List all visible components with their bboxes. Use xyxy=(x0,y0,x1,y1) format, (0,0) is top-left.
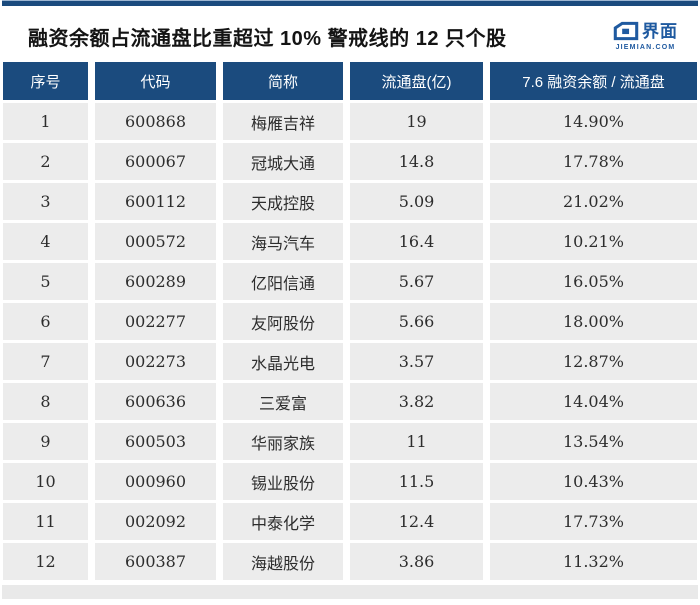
page-header: 融资余额占流通盘比重超过 10% 警戒线的 12 只个股 界面 JIEMIAN.… xyxy=(0,6,700,62)
column-header-seq: 序号 xyxy=(3,62,88,100)
table-cell-float-shares: 11.5 xyxy=(350,463,483,500)
page-title: 融资余额占流通盘比重超过 10% 警戒线的 12 只个股 xyxy=(28,27,507,50)
column-header-float-shares: 流通盘(亿) xyxy=(350,62,483,100)
table-cell-seq: 4 xyxy=(3,223,88,260)
table-cell-ratio: 14.90% xyxy=(490,103,697,140)
top-accent-bar xyxy=(2,0,698,6)
table-cell-ratio: 21.02% xyxy=(490,183,697,220)
table-cell-seq: 11 xyxy=(3,503,88,540)
table-cell-name: 海马汽车 xyxy=(223,223,343,260)
table-cell-float-shares: 19 xyxy=(350,103,483,140)
table-cell-code: 000960 xyxy=(95,463,216,500)
table-cell-ratio: 10.43% xyxy=(490,463,697,500)
logo-row: 界面 xyxy=(613,21,678,41)
table-cell-seq: 10 xyxy=(3,463,88,500)
table-cell-float-shares: 12.4 xyxy=(350,503,483,540)
table-cell-ratio: 12.87% xyxy=(490,343,697,380)
column-header-ratio: 7.6 融资余额 / 流通盘 xyxy=(490,62,697,100)
table-cell-ratio: 17.78% xyxy=(490,143,697,180)
table-cell-float-shares: 11 xyxy=(350,423,483,460)
table-cell-seq: 6 xyxy=(3,303,88,340)
table-cell-seq: 2 xyxy=(3,143,88,180)
table-cell-seq: 7 xyxy=(3,343,88,380)
table-cell-name: 中泰化学 xyxy=(223,503,343,540)
stocks-table: 序号 代码 简称 流通盘(亿) 7.6 融资余额 / 流通盘 1 600868 梅雁吉祥 19 1… xyxy=(3,62,697,580)
table-cell-name: 海越股份 xyxy=(223,543,343,580)
table-cell-ratio: 14.04% xyxy=(490,383,697,420)
table-cell-ratio: 13.54% xyxy=(490,423,697,460)
table-cell-code: 600503 xyxy=(95,423,216,460)
table-cell-code: 000572 xyxy=(95,223,216,260)
table-cell-name: 友阿股份 xyxy=(223,303,343,340)
table-cell-name: 三爱富 xyxy=(223,383,343,420)
table-cell-float-shares: 3.86 xyxy=(350,543,483,580)
table-cell-ratio: 18.00% xyxy=(490,303,697,340)
table-cell-code: 600289 xyxy=(95,263,216,300)
logo-domain-text: JIEMIAN.COM xyxy=(615,44,676,51)
table-cell-name: 梅雁吉祥 xyxy=(223,103,343,140)
table-cell-name: 亿阳信通 xyxy=(223,263,343,300)
table-cell-ratio: 11.32% xyxy=(490,543,697,580)
table-cell-seq: 1 xyxy=(3,103,88,140)
table-cell-float-shares: 5.66 xyxy=(350,303,483,340)
table-cell-code: 002092 xyxy=(95,503,216,540)
table-cell-ratio: 16.05% xyxy=(490,263,697,300)
jiemian-logo-icon xyxy=(613,21,639,41)
footer-bar xyxy=(2,585,698,599)
column-header-name: 简称 xyxy=(223,62,343,100)
table-cell-name: 冠城大通 xyxy=(223,143,343,180)
table-cell-float-shares: 16.4 xyxy=(350,223,483,260)
table-cell-code: 002273 xyxy=(95,343,216,380)
table-cell-name: 锡业股份 xyxy=(223,463,343,500)
table-cell-seq: 5 xyxy=(3,263,88,300)
table-cell-float-shares: 14.8 xyxy=(350,143,483,180)
table-cell-float-shares: 3.82 xyxy=(350,383,483,420)
table-cell-code: 002277 xyxy=(95,303,216,340)
table-cell-seq: 9 xyxy=(3,423,88,460)
table-cell-code: 600067 xyxy=(95,143,216,180)
table-cell-seq: 8 xyxy=(3,383,88,420)
table-cell-float-shares: 5.67 xyxy=(350,263,483,300)
table-cell-name: 华丽家族 xyxy=(223,423,343,460)
table-cell-code: 600636 xyxy=(95,383,216,420)
column-header-code: 代码 xyxy=(95,62,216,100)
jiemian-logo: 界面 JIEMIAN.COM xyxy=(613,21,678,51)
logo-text: 界面 xyxy=(642,21,678,41)
table-cell-code: 600868 xyxy=(95,103,216,140)
table-cell-seq: 3 xyxy=(3,183,88,220)
table-cell-code: 600387 xyxy=(95,543,216,580)
table-cell-float-shares: 5.09 xyxy=(350,183,483,220)
table-cell-code: 600112 xyxy=(95,183,216,220)
table-cell-ratio: 17.73% xyxy=(490,503,697,540)
table-cell-ratio: 10.21% xyxy=(490,223,697,260)
table-cell-name: 天成控股 xyxy=(223,183,343,220)
table-cell-seq: 12 xyxy=(3,543,88,580)
table-cell-float-shares: 3.57 xyxy=(350,343,483,380)
table-cell-name: 水晶光电 xyxy=(223,343,343,380)
